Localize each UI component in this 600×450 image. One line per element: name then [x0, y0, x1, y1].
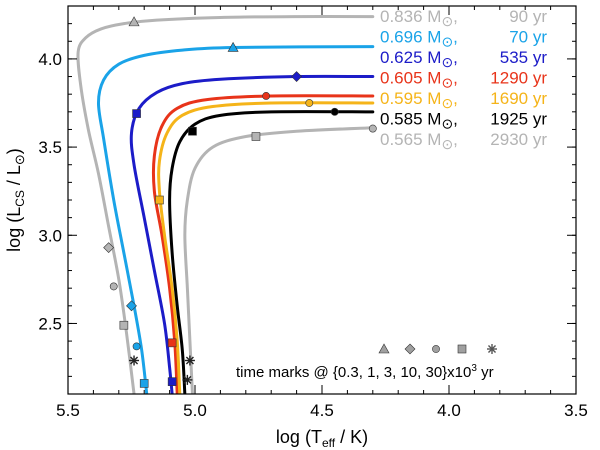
time-mark-0.595-1	[155, 195, 164, 205]
track-0.625	[129, 74, 375, 394]
time-mark-0.595-0	[305, 99, 314, 107]
x-tick-label: 3.5	[564, 401, 588, 420]
time-mark-0.836-1	[103, 242, 115, 254]
legend-mass: 0.605 M⊙,	[380, 69, 458, 91]
time-mark-0.565-2	[184, 355, 195, 366]
legend-shape-triangle	[378, 343, 390, 354]
track-0.595	[157, 101, 375, 394]
legend-entry-0.836: 0.836 M⊙, 90 yr	[380, 7, 547, 29]
y-axis-title: log (LCS / L⊙)	[4, 148, 27, 252]
y-tick-label: 2.5	[38, 314, 62, 333]
legend-mass: 0.565 M⊙,	[380, 130, 458, 152]
time-mark-0.625-0	[291, 71, 303, 82]
legend-entry-0.585: 0.585 M⊙, 1925 yr	[380, 110, 547, 132]
time-mark-0.836-3	[119, 320, 129, 330]
track-0.585	[168, 110, 375, 394]
x-tick-label: 4.5	[310, 401, 334, 420]
time-mark-0.605-1	[167, 338, 177, 348]
track-0.836	[76, 15, 375, 394]
time-mark-0.836-4	[129, 355, 140, 366]
time-marks-legend: time marks @ {0.3, 1, 3, 10, 30}x103 yr	[236, 343, 497, 381]
time-mark-0.696-3	[139, 379, 149, 388]
time-mark-0.605-0	[262, 92, 271, 100]
time-mark-0.585-2	[182, 374, 193, 385]
time-marks	[103, 16, 377, 388]
x-axis-title: log (Teff / K)	[276, 427, 368, 450]
legend-shape-star	[487, 344, 497, 354]
legend-entry-0.595: 0.595 M⊙, 1690 yr	[380, 89, 547, 111]
time-mark-0.836-2	[109, 282, 118, 291]
track-0.696	[96, 45, 375, 394]
time-mark-0.836-0	[128, 16, 140, 27]
y-tick-label: 4.0	[38, 50, 62, 69]
time-mark-0.565-1	[368, 124, 377, 133]
axis-ticks: 5.5 5.0 4.5 4.0 3.5 2.5 3.0 3.5 4.0	[38, 5, 588, 420]
legend-age: 2930 yr	[490, 130, 547, 149]
legend-age: 1290 yr	[490, 69, 547, 88]
time-mark-0.625-1	[132, 109, 141, 118]
legend-entry-0.625: 0.625 M⊙, 535 yr	[380, 48, 547, 70]
mass-age-legend: 0.836 M⊙, 90 yr 0.696 M⊙, 70 yr 0.625 M⊙, 535…	[380, 7, 547, 152]
time-mark-0.565-0	[251, 132, 261, 141]
legend-age: 535 yr	[500, 48, 548, 67]
time-mark-0.625-2	[167, 377, 177, 386]
legend-mass: 0.595 M⊙,	[380, 89, 458, 111]
legend-shape-square	[457, 344, 467, 354]
legend-age: 70 yr	[509, 28, 547, 47]
time-mark-0.585-1	[188, 126, 197, 136]
time-mark-0.585-0	[330, 107, 339, 116]
legend-mass: 0.625 M⊙,	[380, 48, 458, 70]
legend-mass: 0.836 M⊙,	[380, 7, 458, 29]
x-tick-label: 5.0	[183, 401, 207, 420]
x-tick-label: 5.5	[56, 401, 80, 420]
legend-entry-0.696: 0.696 M⊙, 70 yr	[380, 28, 547, 50]
y-tick-label: 3.0	[38, 226, 62, 245]
time-marks-caption: time marks @ {0.3, 1, 3, 10, 30}x103 yr	[236, 363, 494, 381]
legend-entry-0.565: 0.565 M⊙, 2930 yr	[380, 130, 547, 152]
legend-mass: 0.585 M⊙,	[380, 110, 458, 132]
legend-shape-circle	[432, 345, 440, 353]
legend-shape-diamond	[404, 343, 416, 355]
legend-age: 1925 yr	[490, 110, 547, 129]
legend-mass: 0.696 M⊙,	[380, 28, 458, 50]
legend-entry-0.605: 0.605 M⊙, 1290 yr	[380, 69, 547, 91]
time-mark-0.696-2	[132, 342, 141, 351]
time-mark-0.696-0	[227, 41, 239, 52]
legend-age: 90 yr	[509, 7, 547, 26]
track-0.565	[183, 126, 375, 394]
evolution-tracks	[76, 15, 375, 394]
track-0.605	[151, 94, 375, 394]
time-mark-0.696-1	[126, 300, 137, 312]
x-tick-label: 4.0	[437, 401, 461, 420]
y-tick-label: 3.5	[38, 138, 62, 157]
legend-age: 1690 yr	[490, 89, 547, 108]
